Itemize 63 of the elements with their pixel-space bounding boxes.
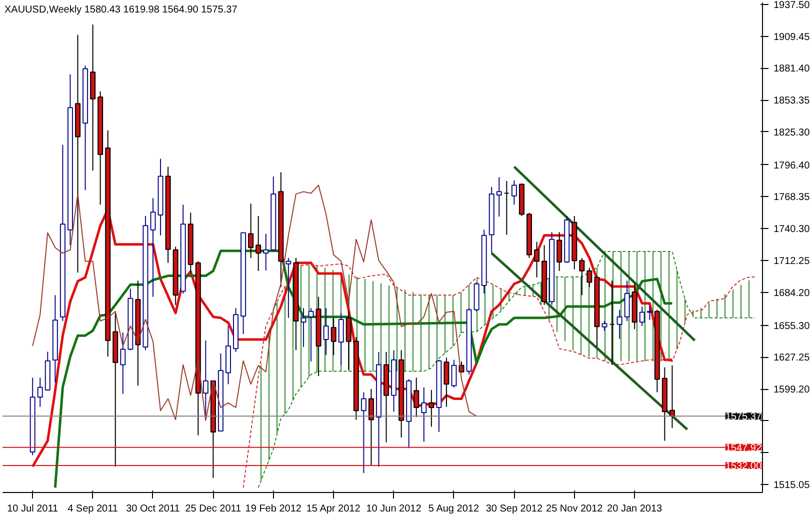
y-tick-label: 1937.50 bbox=[774, 0, 810, 11]
candlestick bbox=[37, 377, 43, 408]
ref-line-label: 1547.92 bbox=[725, 442, 762, 454]
candlestick bbox=[346, 310, 352, 370]
candlestick bbox=[150, 198, 156, 298]
candlestick bbox=[624, 280, 630, 322]
candlestick bbox=[556, 232, 562, 272]
candlestick bbox=[451, 359, 457, 388]
y-tick-label: 1796.40 bbox=[774, 160, 810, 172]
x-tick-label: 10 Jun 2012 bbox=[366, 504, 422, 514]
chart-title: XAUUSD,Weekly 1580.43 1619.98 1564.90 1575.37 bbox=[4, 4, 238, 16]
candlestick bbox=[300, 308, 306, 348]
candlestick bbox=[534, 241, 540, 278]
candlestick bbox=[646, 306, 652, 320]
candlestick bbox=[444, 357, 450, 408]
y-tick-label: 1909.45 bbox=[774, 32, 810, 43]
candlestick bbox=[256, 216, 262, 272]
y-tick-label: 1627.25 bbox=[774, 352, 810, 364]
x-tick-label: 30 Oct 2011 bbox=[126, 504, 180, 514]
y-tick-label: 1768.35 bbox=[774, 192, 810, 204]
candlestick bbox=[511, 180, 517, 206]
x-tick-label: 25 Dec 2011 bbox=[185, 504, 242, 514]
y-tick-label: 1881.40 bbox=[774, 64, 810, 75]
candlestick bbox=[602, 320, 608, 332]
y-tick-label: 1712.25 bbox=[774, 256, 810, 268]
y-tick-label: 1853.35 bbox=[774, 96, 810, 107]
candlestick bbox=[202, 340, 208, 417]
x-tick-label: 5 Aug 2012 bbox=[428, 504, 480, 514]
x-tick-label: 30 Sep 2012 bbox=[486, 504, 543, 514]
candlestick bbox=[360, 392, 366, 474]
x-tick-label: 15 Apr 2012 bbox=[306, 504, 361, 514]
candlestick bbox=[428, 389, 434, 428]
candlestick bbox=[616, 309, 622, 340]
x-tick-label: 25 Nov 2012 bbox=[546, 504, 604, 514]
candlestick bbox=[414, 377, 420, 418]
line-series bbox=[32, 184, 478, 421]
y-tick-label: 1740.30 bbox=[774, 224, 810, 236]
candlestick bbox=[263, 233, 269, 271]
candlestick bbox=[421, 386, 427, 442]
candlestick bbox=[639, 306, 645, 326]
x-tick-label: 4 Sep 2011 bbox=[68, 504, 118, 514]
candlestick bbox=[323, 308, 329, 356]
candlestick bbox=[286, 257, 292, 318]
y-tick-label: 1825.30 bbox=[774, 127, 810, 138]
y-tick-label: 1684.20 bbox=[774, 288, 810, 299]
candlestick bbox=[248, 203, 254, 258]
ref-line-label: 1532.00 bbox=[725, 460, 762, 472]
candlestick bbox=[368, 388, 374, 466]
candlestick bbox=[579, 257, 585, 296]
x-tick-label: 10 Jul 2011 bbox=[7, 504, 59, 514]
candlestick bbox=[330, 317, 336, 356]
candlestick bbox=[609, 280, 615, 366]
y-tick-label: 1515.05 bbox=[774, 480, 810, 492]
x-tick-label: 20 Jan 2013 bbox=[607, 504, 663, 514]
x-tick-label: 19 Feb 2012 bbox=[245, 504, 302, 514]
candlestick bbox=[504, 180, 510, 236]
candlestick bbox=[308, 308, 314, 362]
candlestick bbox=[338, 312, 344, 366]
candlestick bbox=[586, 267, 592, 288]
candlestick bbox=[496, 176, 502, 218]
y-tick-label: 1599.20 bbox=[774, 384, 810, 396]
candlestick bbox=[120, 332, 126, 394]
y-tick-label: 1655.30 bbox=[774, 320, 810, 332]
